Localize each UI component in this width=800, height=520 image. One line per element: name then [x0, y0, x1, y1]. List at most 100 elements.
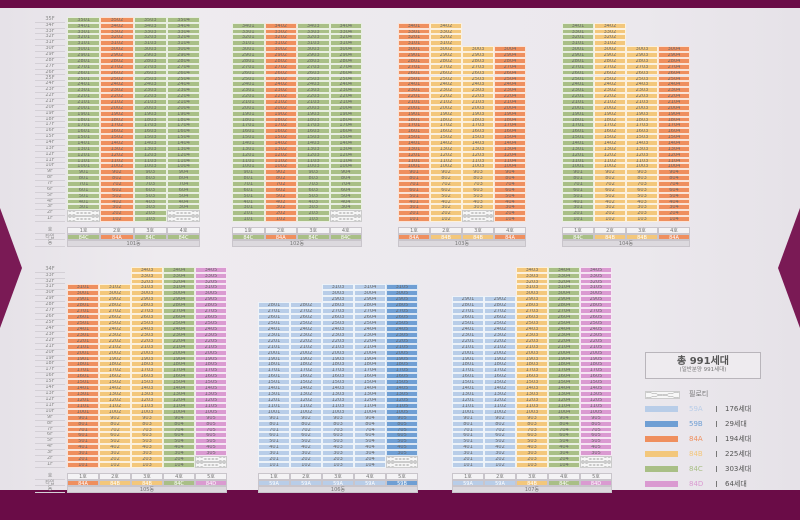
- unit-cell[interactable]: 1001: [452, 408, 484, 415]
- unit-cell[interactable]: 502: [430, 192, 462, 199]
- unit-cell[interactable]: 2203: [133, 93, 167, 99]
- unit-cell[interactable]: 1401: [258, 385, 290, 392]
- unit-cell[interactable]: 3504: [166, 16, 201, 23]
- unit-cell[interactable]: 1104: [166, 157, 201, 164]
- unit-cell[interactable]: 2203: [297, 93, 330, 99]
- unit-cell[interactable]: 1002: [99, 408, 131, 415]
- unit-cell[interactable]: 1602: [594, 128, 626, 135]
- unit-cell[interactable]: 2101: [232, 98, 265, 105]
- unit-cell[interactable]: 1602: [290, 373, 322, 380]
- unit-cell[interactable]: 3203: [297, 34, 330, 41]
- unit-cell[interactable]: 202: [290, 456, 322, 463]
- unit-cell[interactable]: 2902: [594, 52, 626, 58]
- unit-cell[interactable]: 2803: [131, 302, 163, 309]
- unit-cell[interactable]: 502: [99, 438, 131, 445]
- unit-cell[interactable]: 2204: [163, 337, 195, 344]
- unit-cell[interactable]: 2805: [580, 302, 612, 309]
- unit-cell[interactable]: 1303: [131, 391, 163, 397]
- unit-cell[interactable]: 2001: [67, 349, 99, 356]
- unit-cell[interactable]: 2003: [462, 104, 494, 111]
- unit-cell[interactable]: 2002: [100, 104, 134, 111]
- unit-cell[interactable]: 1802: [430, 116, 462, 123]
- unit-cell[interactable]: 2503: [133, 75, 167, 82]
- unit-cell[interactable]: 704: [329, 180, 362, 187]
- unit-cell[interactable]: 2001: [232, 104, 265, 111]
- unit-cell[interactable]: 1503: [322, 379, 354, 386]
- unit-cell[interactable]: 3305: [580, 272, 612, 279]
- unit-cell[interactable]: 802: [100, 175, 134, 181]
- unit-cell[interactable]: 303: [133, 204, 167, 211]
- unit-cell[interactable]: 2201: [562, 93, 594, 99]
- unit-cell[interactable]: 201: [232, 210, 265, 217]
- unit-cell[interactable]: 3002: [264, 46, 297, 53]
- unit-cell[interactable]: 903: [133, 169, 167, 176]
- unit-cell[interactable]: 2401: [452, 325, 484, 332]
- unit-cell[interactable]: 2903: [322, 296, 354, 303]
- unit-cell[interactable]: 3002: [430, 46, 462, 53]
- unit-cell[interactable]: 2304: [166, 87, 201, 94]
- unit-cell[interactable]: 303: [516, 450, 548, 457]
- unit-cell[interactable]: 2304: [548, 331, 580, 338]
- unit-cell[interactable]: 3404: [166, 22, 201, 29]
- unit-cell[interactable]: 1002: [264, 163, 297, 170]
- unit-cell[interactable]: 1301: [232, 145, 265, 152]
- unit-cell[interactable]: 304: [354, 450, 386, 457]
- unit-cell[interactable]: 3101: [67, 40, 101, 47]
- unit-cell[interactable]: 2003: [322, 349, 354, 356]
- unit-cell[interactable]: 603: [322, 432, 354, 439]
- unit-cell[interactable]: 1001: [67, 408, 99, 415]
- unit-cell[interactable]: 203: [297, 210, 330, 217]
- unit-cell[interactable]: 2203: [516, 337, 548, 344]
- unit-cell[interactable]: 2101: [258, 343, 290, 350]
- unit-cell[interactable]: 2703: [462, 63, 494, 70]
- unit-cell[interactable]: 1003: [516, 408, 548, 415]
- unit-cell[interactable]: 1403: [322, 385, 354, 392]
- unit-cell[interactable]: 2804: [329, 57, 362, 64]
- unit-cell[interactable]: 804: [163, 420, 195, 427]
- unit-cell[interactable]: 801: [562, 175, 594, 181]
- unit-cell[interactable]: 404: [329, 198, 362, 205]
- unit-cell[interactable]: 403: [297, 198, 330, 205]
- unit-cell[interactable]: 1201: [258, 396, 290, 403]
- unit-cell[interactable]: 904: [166, 169, 201, 176]
- unit-cell[interactable]: 2304: [329, 87, 362, 94]
- unit-cell[interactable]: 1702: [264, 122, 297, 129]
- unit-cell[interactable]: 405: [195, 444, 227, 451]
- unit-cell[interactable]: 2801: [562, 57, 594, 64]
- unit-cell[interactable]: 2803: [516, 302, 548, 309]
- unit-cell[interactable]: 902: [430, 169, 462, 176]
- unit-cell[interactable]: 303: [131, 450, 163, 457]
- unit-cell[interactable]: 604: [658, 186, 690, 193]
- unit-cell[interactable]: 1804: [548, 361, 580, 368]
- unit-cell[interactable]: 803: [626, 175, 658, 181]
- unit-cell[interactable]: 403: [131, 444, 163, 451]
- unit-cell[interactable]: 3401: [398, 22, 430, 29]
- unit-cell[interactable]: 104: [163, 462, 195, 468]
- unit-cell[interactable]: 202: [430, 210, 462, 217]
- unit-cell[interactable]: 701: [67, 180, 101, 187]
- unit-cell[interactable]: 1705: [386, 367, 418, 374]
- unit-cell[interactable]: 3105: [580, 284, 612, 291]
- unit-cell[interactable]: 1205: [580, 396, 612, 403]
- unit-cell[interactable]: 1602: [484, 373, 516, 380]
- unit-cell[interactable]: 1904: [548, 355, 580, 362]
- unit-cell[interactable]: 402: [290, 444, 322, 451]
- unit-cell[interactable]: 1604: [166, 128, 201, 135]
- unit-cell[interactable]: 2502: [264, 75, 297, 82]
- unit-cell[interactable]: 1905: [195, 355, 227, 362]
- unit-cell[interactable]: 1603: [131, 373, 163, 380]
- unit-cell[interactable]: 2804: [658, 57, 690, 64]
- unit-cell[interactable]: 704: [548, 426, 580, 433]
- unit-cell[interactable]: 3401: [562, 22, 594, 29]
- unit-cell[interactable]: 1604: [658, 128, 690, 135]
- unit-cell[interactable]: 505: [195, 438, 227, 445]
- unit-cell[interactable]: 304: [658, 204, 690, 211]
- unit-cell[interactable]: 2904: [658, 52, 690, 58]
- unit-cell[interactable]: 1203: [322, 396, 354, 403]
- unit-cell[interactable]: 1705: [195, 367, 227, 374]
- unit-cell[interactable]: 3103: [322, 284, 354, 291]
- unit-cell[interactable]: 3202: [100, 34, 134, 41]
- unit-cell[interactable]: 1205: [195, 396, 227, 403]
- unit-cell[interactable]: 1005: [195, 408, 227, 415]
- unit-cell[interactable]: 904: [354, 414, 386, 421]
